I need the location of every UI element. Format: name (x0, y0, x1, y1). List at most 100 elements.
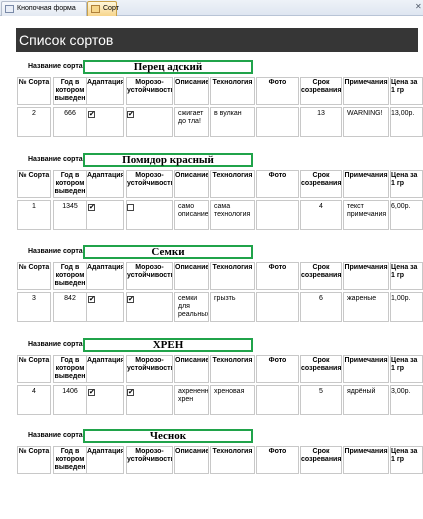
header-desc: Описание (174, 262, 209, 290)
record: Название сорта Семки № Сорта Год в котор… (0, 245, 423, 335)
header-tech: Технология (210, 77, 255, 105)
header-term: Срок созревания (300, 77, 342, 105)
header-tech: Технология (210, 170, 255, 198)
sort-name-field[interactable]: ХРЕН (83, 338, 253, 352)
frost-checkbox[interactable]: ✔ (127, 389, 134, 396)
year-field[interactable]: 666 (53, 107, 87, 137)
notes-field[interactable]: текст примечания (343, 200, 389, 230)
tech-field[interactable]: сама технология (210, 200, 255, 230)
adapt-checkbox[interactable]: ✔ (88, 204, 95, 211)
header-term: Срок созревания (300, 170, 342, 198)
record: Название сорта Чеснок № Сорта Год в кото… (0, 429, 423, 519)
name-label: Название сорта (28, 432, 83, 439)
header-price: Цена за 1 гр (390, 355, 423, 383)
term-field[interactable]: 4 (300, 200, 342, 230)
adapt-checkbox[interactable]: ✔ (88, 111, 95, 118)
header-frost: Морозо-устойчивость (126, 262, 173, 290)
tech-field[interactable]: хреновая (210, 385, 255, 415)
term-field[interactable]: 13 (300, 107, 342, 137)
num-field[interactable]: 1 (17, 200, 51, 230)
price-field[interactable]: 1,00р. (390, 292, 423, 322)
header-desc: Описание (174, 170, 209, 198)
tab-label: Сорт (103, 5, 119, 12)
tech-field[interactable]: грызть (210, 292, 255, 322)
frost-checkbox[interactable]: ✔ (127, 111, 134, 118)
sort-name-field[interactable]: Перец адский (83, 60, 253, 74)
frost-cell: ✔ (126, 107, 173, 137)
form-icon (5, 5, 14, 13)
header-tech: Технология (210, 262, 255, 290)
form-icon (91, 5, 100, 13)
desc-field[interactable]: ахрененный хрен (174, 385, 209, 415)
header-photo: Фото (256, 446, 299, 474)
frost-cell: ✔ (126, 385, 173, 415)
term-field[interactable]: 5 (300, 385, 342, 415)
adapt-cell: ✔ (86, 200, 124, 230)
adapt-checkbox[interactable]: ✔ (88, 296, 95, 303)
num-field[interactable]: 3 (17, 292, 51, 322)
photo-field[interactable] (256, 385, 299, 415)
header-adapt: Адаптация (86, 77, 124, 105)
header-desc: Описание (174, 355, 209, 383)
page-title: Список сортов (16, 28, 418, 52)
price-field[interactable]: 13,00р. (390, 107, 423, 137)
header-frost: Морозо-устойчивость (126, 355, 173, 383)
header-frost: Морозо-устойчивость (126, 77, 173, 105)
header-notes: Примечания (343, 446, 389, 474)
year-field[interactable]: 842 (53, 292, 87, 322)
frost-checkbox[interactable] (127, 204, 134, 211)
sort-name-field[interactable]: Чеснок (83, 429, 253, 443)
header-price: Цена за 1 гр (390, 446, 423, 474)
header-price: Цена за 1 гр (390, 262, 423, 290)
adapt-cell: ✔ (86, 292, 124, 322)
sort-name-field[interactable]: Помидор красный (83, 153, 253, 167)
header-desc: Описание (174, 446, 209, 474)
price-field[interactable]: 6,00р. (390, 200, 423, 230)
header-num: № Сорта (17, 170, 51, 198)
photo-field[interactable] (256, 292, 299, 322)
header-tech: Технология (210, 355, 255, 383)
name-label: Название сорта (28, 63, 83, 70)
name-label: Название сорта (28, 341, 83, 348)
header-adapt: Адаптация (86, 262, 124, 290)
record: Название сорта Помидор красный № Сорта Г… (0, 153, 423, 243)
header-desc: Описание (174, 77, 209, 105)
header-tech: Технология (210, 446, 255, 474)
header-num: № Сорта (17, 355, 51, 383)
term-field[interactable]: 6 (300, 292, 342, 322)
tab-sort[interactable]: Сорт (87, 1, 119, 16)
desc-field[interactable]: сжигает до тла! (174, 107, 209, 137)
notes-field[interactable]: WARNING! (343, 107, 389, 137)
year-field[interactable]: 1406 (53, 385, 87, 415)
notes-field[interactable]: жареные (343, 292, 389, 322)
desc-field[interactable]: семки для реальных (174, 292, 209, 322)
tech-field[interactable]: в вулкан (210, 107, 255, 137)
header-notes: Примечания (343, 355, 389, 383)
tab-label: Кнопочная форма (17, 5, 76, 12)
desc-field[interactable]: само описание (174, 200, 209, 230)
price-field[interactable]: 3,00р. (390, 385, 423, 415)
photo-field[interactable] (256, 200, 299, 230)
header-photo: Фото (256, 77, 299, 105)
header-notes: Примечания (343, 262, 389, 290)
num-field[interactable]: 4 (17, 385, 51, 415)
sort-name-field[interactable]: Семки (83, 245, 253, 259)
tab-main-switchboard[interactable]: Кнопочная форма (1, 1, 87, 16)
notes-field[interactable]: ядрёный (343, 385, 389, 415)
adapt-cell: ✔ (86, 107, 124, 137)
header-num: № Сорта (17, 262, 51, 290)
header-year: Год в котором выведен (53, 262, 87, 290)
year-field[interactable]: 1345 (53, 200, 87, 230)
header-year: Год в котором выведен (53, 77, 87, 105)
frost-cell: ✔ (126, 292, 173, 322)
num-field[interactable]: 2 (17, 107, 51, 137)
header-num: № Сорта (17, 446, 51, 474)
name-label: Название сорта (28, 156, 83, 163)
frost-checkbox[interactable]: ✔ (127, 296, 134, 303)
adapt-cell: ✔ (86, 385, 124, 415)
close-icon[interactable]: ✕ (415, 2, 422, 11)
photo-field[interactable] (256, 107, 299, 137)
header-notes: Примечания (343, 77, 389, 105)
adapt-checkbox[interactable]: ✔ (88, 389, 95, 396)
header-price: Цена за 1 гр (390, 77, 423, 105)
